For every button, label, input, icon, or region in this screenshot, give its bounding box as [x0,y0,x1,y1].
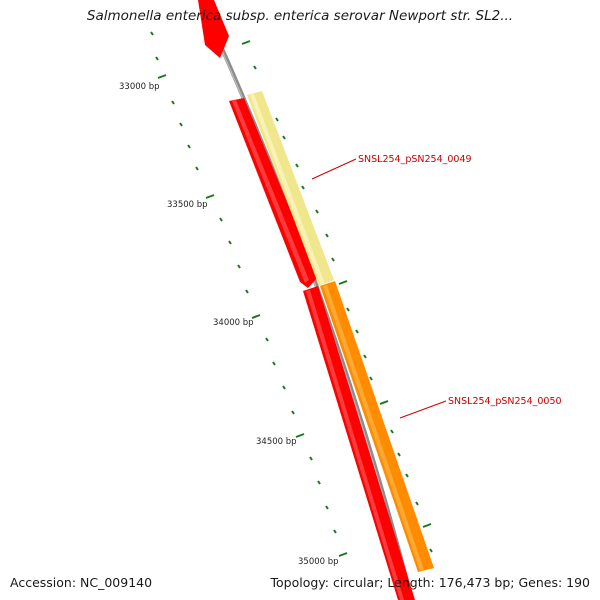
gene-0050-shade [323,285,424,571]
bp-label-33000: 33000 bp [119,82,160,92]
bp-label-34000: 34000 bp [213,318,254,328]
map-title: Salmonella enterica subsp. enterica sero… [86,8,514,24]
cds-forward-2-shade [306,290,404,600]
bp-label-33500: 33500 bp [167,200,208,210]
bp-label-35000: 35000 bp [298,557,339,567]
major-ticks [157,40,432,557]
label-line-0049 [311,158,357,180]
minor-ticks [150,31,433,553]
topology-stats-text: Topology: circular; Length: 176,473 bp; … [270,575,591,590]
gene-0049-shade [250,94,325,285]
gene-label-0049[interactable]: SNSL254_pSN254_0049 [358,154,472,165]
label-line-0050 [399,400,447,419]
accession-text: Accession: NC_009140 [10,575,153,590]
cds-forward-1-shade [232,100,309,283]
gene-label-0050[interactable]: SNSL254_pSN254_0050 [448,396,562,407]
cds-arrow-top[interactable] [198,0,229,58]
bp-label-34500: 34500 bp [256,437,297,447]
